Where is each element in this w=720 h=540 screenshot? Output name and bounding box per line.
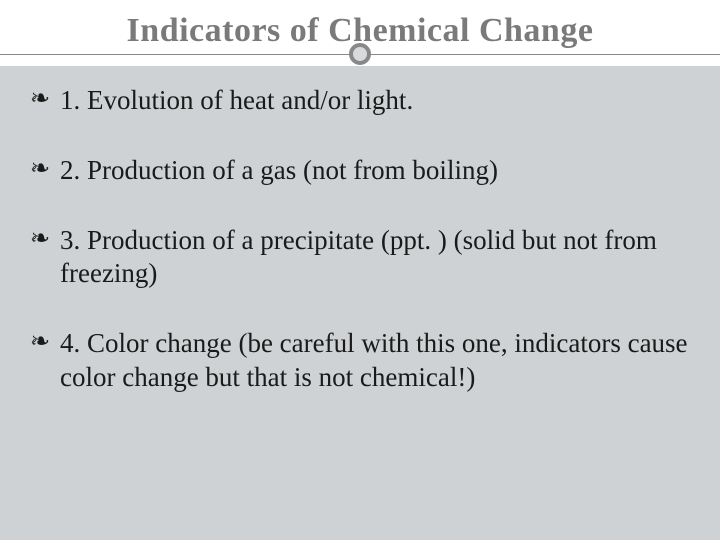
list-item: ❧ 4. Color change (be careful with this … (30, 327, 690, 395)
bullet-text: 2. Production of a gas (not from boiling… (60, 155, 498, 185)
content-area: ❧ 1. Evolution of heat and/or light. ❧ 2… (0, 66, 720, 540)
bullet-icon: ❧ (30, 327, 50, 357)
bullet-text: 4. Color change (be careful with this on… (60, 328, 688, 392)
bullet-icon: ❧ (30, 224, 50, 254)
bullet-icon: ❧ (30, 154, 50, 184)
divider-circle-icon (349, 43, 371, 65)
bullet-text: 1. Evolution of heat and/or light. (60, 85, 413, 115)
list-item: ❧ 1. Evolution of heat and/or light. (30, 84, 690, 118)
slide-container: Indicators of Chemical Change ❧ 1. Evolu… (0, 0, 720, 540)
bullet-text: 3. Production of a precipitate (ppt. ) (… (60, 225, 657, 289)
list-item: ❧ 2. Production of a gas (not from boili… (30, 154, 690, 188)
divider (0, 42, 720, 66)
list-item: ❧ 3. Production of a precipitate (ppt. )… (30, 224, 690, 292)
bullet-icon: ❧ (30, 84, 50, 114)
